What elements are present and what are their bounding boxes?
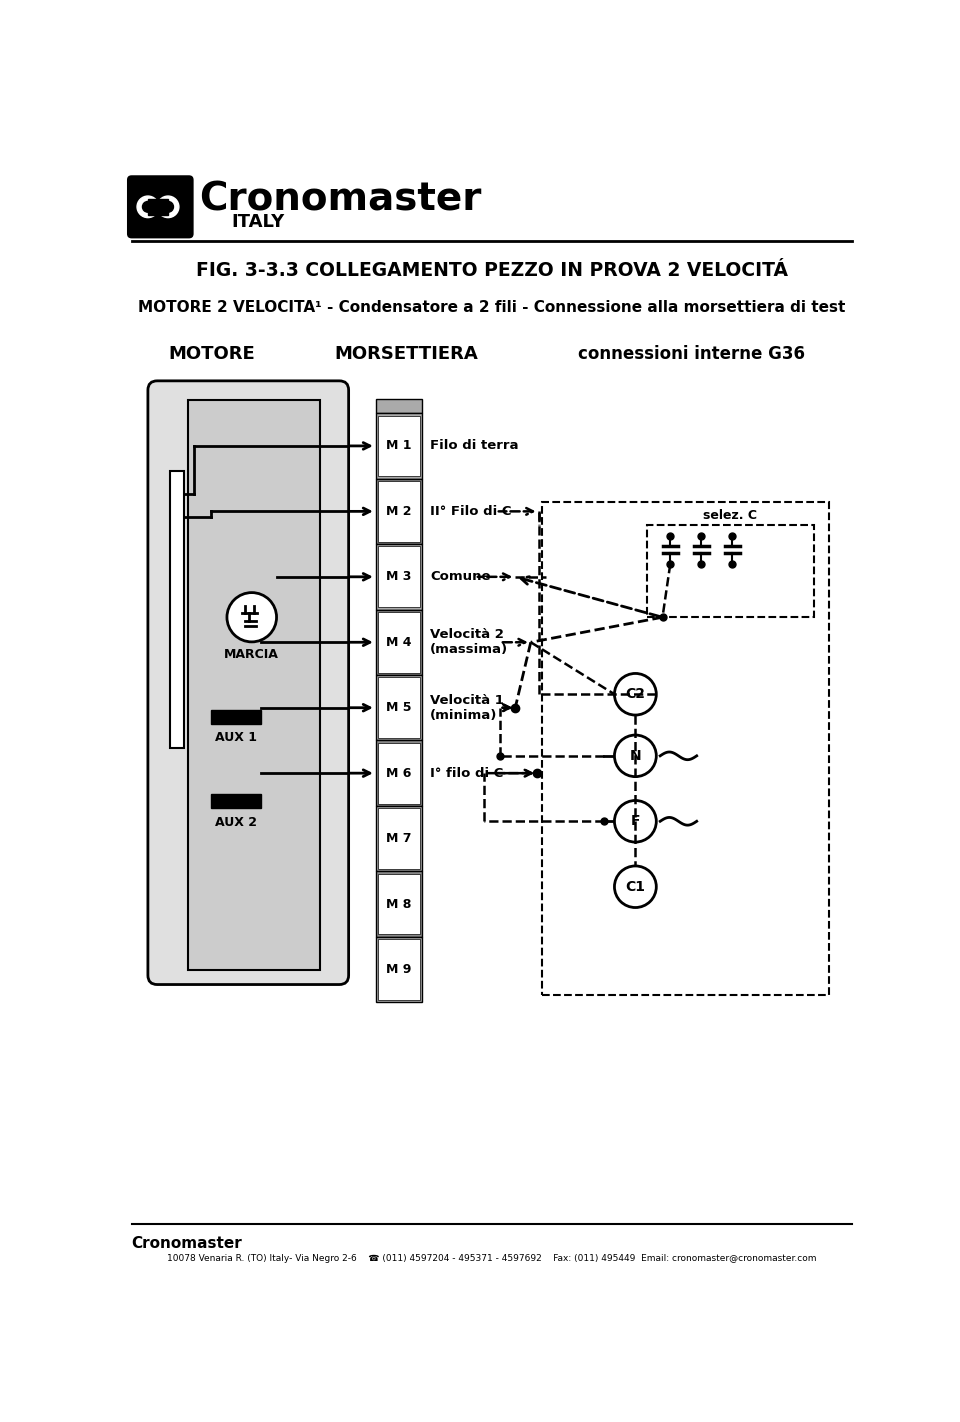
Text: II° Filo di C: II° Filo di C — [430, 505, 512, 518]
Text: AUX 1: AUX 1 — [215, 731, 257, 744]
Bar — [375, 675, 422, 741]
Bar — [375, 610, 422, 675]
Text: ITALY: ITALY — [231, 213, 284, 232]
Text: M 3: M 3 — [386, 570, 412, 583]
Text: F: F — [631, 815, 640, 828]
Bar — [378, 415, 420, 476]
Bar — [647, 525, 814, 617]
Bar — [211, 795, 261, 808]
Bar — [188, 400, 320, 970]
Text: M 5: M 5 — [386, 701, 412, 714]
Circle shape — [614, 674, 657, 715]
Bar — [375, 400, 422, 414]
Bar — [375, 545, 422, 610]
FancyBboxPatch shape — [148, 381, 348, 984]
Text: Comune: Comune — [430, 570, 491, 583]
Bar — [542, 502, 829, 994]
Text: Velocità 1
(minima): Velocità 1 (minima) — [430, 694, 504, 722]
Text: Cronomaster: Cronomaster — [132, 1236, 242, 1251]
Bar — [378, 808, 420, 869]
Circle shape — [614, 866, 657, 907]
Bar — [211, 710, 261, 724]
FancyBboxPatch shape — [127, 175, 194, 239]
Bar — [378, 742, 420, 803]
Bar — [378, 546, 420, 607]
Circle shape — [614, 735, 657, 776]
Bar — [170, 471, 184, 748]
Text: M 9: M 9 — [386, 963, 412, 975]
Bar — [375, 479, 422, 545]
Text: I° filo di C: I° filo di C — [430, 766, 503, 779]
Bar — [375, 872, 422, 937]
Text: Velocità 2
(massima): Velocità 2 (massima) — [430, 629, 508, 657]
Bar — [378, 873, 420, 934]
Text: C2: C2 — [625, 687, 645, 701]
Text: selez. C: selez. C — [704, 509, 757, 522]
Text: M 8: M 8 — [386, 897, 412, 910]
Bar — [148, 199, 160, 215]
Text: M 7: M 7 — [386, 832, 412, 845]
Text: MOTORE 2 VELOCITA¹ - Condensatore a 2 fili - Connessione alla morsettiera di tes: MOTORE 2 VELOCITA¹ - Condensatore a 2 fi… — [138, 300, 846, 316]
Circle shape — [142, 202, 154, 212]
Circle shape — [227, 593, 276, 641]
Bar — [378, 481, 420, 542]
Bar — [378, 677, 420, 738]
Bar — [378, 611, 420, 673]
Circle shape — [614, 801, 657, 842]
Bar — [375, 806, 422, 872]
Text: C1: C1 — [625, 880, 645, 894]
Text: FIG. 3-3.3 COLLEGAMENTO PEZZO IN PROVA 2 VELOCITÁ: FIG. 3-3.3 COLLEGAMENTO PEZZO IN PROVA 2… — [196, 262, 788, 280]
Bar — [156, 199, 168, 215]
Text: M 4: M 4 — [386, 636, 412, 648]
Circle shape — [162, 202, 174, 212]
Text: M 6: M 6 — [386, 766, 412, 779]
Text: MARCIA: MARCIA — [225, 647, 279, 661]
Text: M 2: M 2 — [386, 505, 412, 518]
Text: 10078 Venaria R. (TO) Italy- Via Negro 2-6    ☎ (011) 4597204 - 495371 - 4597692: 10078 Venaria R. (TO) Italy- Via Negro 2… — [167, 1254, 817, 1263]
Bar — [375, 414, 422, 479]
Text: M 1: M 1 — [386, 439, 412, 452]
Bar — [378, 939, 420, 1000]
Text: N: N — [630, 749, 641, 762]
Text: Filo di terra: Filo di terra — [430, 439, 518, 452]
Text: Cronomaster: Cronomaster — [199, 181, 481, 218]
Bar — [375, 937, 422, 1003]
Circle shape — [157, 196, 179, 218]
Text: MOTORE: MOTORE — [168, 346, 254, 363]
Text: MORSETTIERA: MORSETTIERA — [335, 346, 479, 363]
Text: AUX 2: AUX 2 — [215, 816, 257, 829]
Circle shape — [137, 196, 158, 218]
Bar — [375, 741, 422, 806]
Text: connessioni interne G36: connessioni interne G36 — [579, 346, 805, 363]
